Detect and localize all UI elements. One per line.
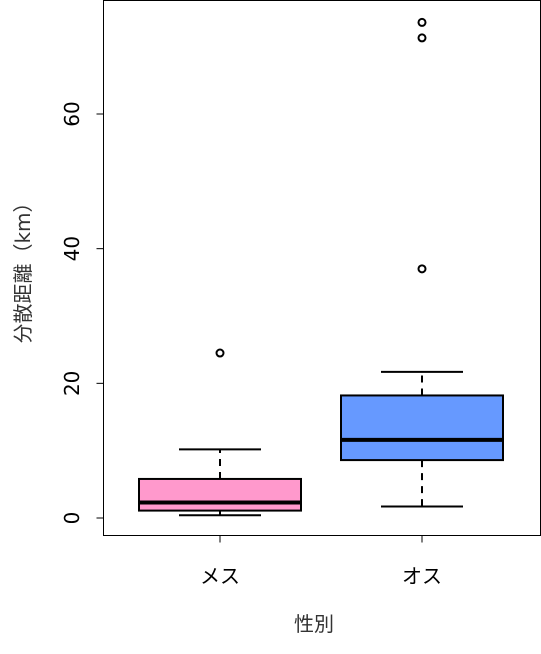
outlier-point	[417, 33, 427, 43]
y-axis: 0 20 40 60	[60, 101, 104, 524]
y-tick-label: 0	[60, 512, 84, 525]
box-iqr	[340, 394, 504, 462]
y-axis-title: 分散距離（km）	[11, 192, 35, 343]
outlier-point	[215, 348, 225, 358]
box-group	[138, 348, 302, 517]
box-iqr	[138, 477, 302, 512]
x-axis-title: 性別	[294, 612, 334, 636]
box-group	[340, 17, 504, 508]
y-tick-label: 20	[60, 371, 84, 396]
x-tick-label: メス	[200, 564, 240, 588]
y-tick-label: 60	[60, 101, 84, 126]
y-tick-label: 40	[60, 236, 84, 261]
outlier-point	[417, 17, 427, 27]
x-axis: メス オス	[200, 535, 442, 588]
boxes	[138, 17, 504, 517]
x-tick-label: オス	[402, 564, 442, 588]
outlier-point	[417, 264, 427, 274]
